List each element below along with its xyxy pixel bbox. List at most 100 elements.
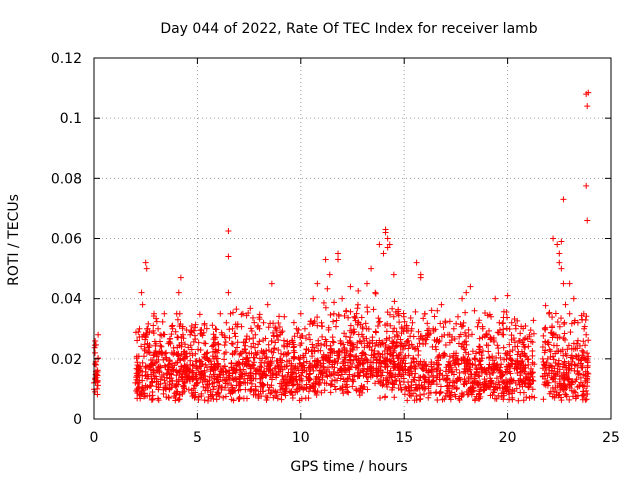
y-tick-label: 0.04	[51, 292, 82, 308]
data-point	[376, 318, 383, 325]
data-point	[233, 382, 240, 389]
data-point	[220, 394, 227, 401]
data-point	[431, 313, 438, 320]
data-point	[386, 241, 393, 248]
data-point	[452, 361, 459, 368]
data-point	[396, 378, 403, 385]
data-point	[314, 322, 321, 329]
data-point	[94, 385, 101, 392]
data-point	[331, 364, 338, 371]
data-point	[500, 326, 507, 333]
data-point	[180, 382, 187, 389]
data-point	[190, 391, 197, 398]
data-point	[275, 319, 282, 326]
data-point	[214, 360, 221, 367]
data-point	[459, 295, 466, 302]
data-point	[175, 334, 182, 341]
data-point	[255, 394, 262, 401]
data-point	[563, 371, 570, 378]
data-point	[217, 310, 224, 317]
data-point	[212, 364, 219, 371]
data-point	[499, 377, 506, 384]
data-point	[410, 355, 417, 362]
data-point	[155, 325, 162, 332]
data-point	[550, 356, 557, 363]
data-point	[463, 380, 470, 387]
data-point	[425, 368, 432, 375]
data-point	[584, 383, 591, 390]
data-point	[324, 364, 331, 371]
data-point	[149, 389, 156, 396]
data-point	[426, 374, 433, 381]
data-point	[446, 353, 453, 360]
data-point	[349, 360, 356, 367]
data-point	[364, 304, 371, 311]
data-point	[356, 361, 363, 368]
data-point	[365, 374, 372, 381]
data-point	[236, 367, 243, 374]
data-point	[296, 356, 303, 363]
data-point	[360, 365, 367, 372]
data-point	[264, 381, 271, 388]
points-layer	[91, 89, 592, 404]
data-point	[437, 383, 444, 390]
data-point	[226, 334, 233, 341]
data-point	[436, 376, 443, 383]
data-point	[153, 340, 160, 347]
data-point	[163, 394, 170, 401]
data-point	[516, 381, 523, 388]
data-point	[374, 371, 381, 378]
data-point	[528, 393, 535, 400]
data-point	[173, 381, 180, 388]
data-point	[166, 385, 173, 392]
data-point	[346, 365, 353, 372]
data-point	[525, 361, 532, 368]
data-point	[359, 325, 366, 332]
data-point	[250, 335, 257, 342]
data-point	[515, 397, 522, 404]
data-point	[492, 295, 499, 302]
data-point	[166, 378, 173, 385]
data-point	[301, 325, 308, 332]
data-point	[335, 372, 342, 379]
data-point	[284, 350, 291, 357]
data-point	[300, 359, 307, 366]
data-point	[334, 377, 341, 384]
data-point	[454, 355, 461, 362]
data-point	[209, 365, 216, 372]
data-point	[479, 348, 486, 355]
data-point	[555, 348, 562, 355]
data-point	[229, 340, 236, 347]
data-point	[134, 366, 141, 373]
data-point	[323, 380, 330, 387]
data-point	[438, 301, 445, 308]
data-point	[156, 338, 163, 345]
data-point	[204, 378, 211, 385]
y-tick-label: 0.08	[51, 171, 82, 187]
data-point	[230, 388, 237, 395]
data-point	[554, 362, 561, 369]
data-point	[367, 363, 374, 370]
data-point	[345, 314, 352, 321]
data-point	[289, 394, 296, 401]
data-point	[405, 352, 412, 359]
data-point	[454, 356, 461, 363]
data-point	[541, 349, 548, 356]
data-point	[305, 395, 312, 402]
data-point	[389, 384, 396, 391]
data-point	[249, 361, 256, 368]
data-point	[216, 393, 223, 400]
data-point	[248, 343, 255, 350]
data-point	[135, 328, 142, 335]
data-point	[194, 379, 201, 386]
data-point	[418, 381, 425, 388]
data-point	[176, 357, 183, 364]
data-point	[529, 373, 536, 380]
data-point	[299, 369, 306, 376]
data-point	[306, 321, 313, 328]
data-point	[441, 396, 448, 403]
data-point	[210, 331, 217, 338]
data-point	[377, 363, 384, 370]
data-point	[405, 337, 412, 344]
